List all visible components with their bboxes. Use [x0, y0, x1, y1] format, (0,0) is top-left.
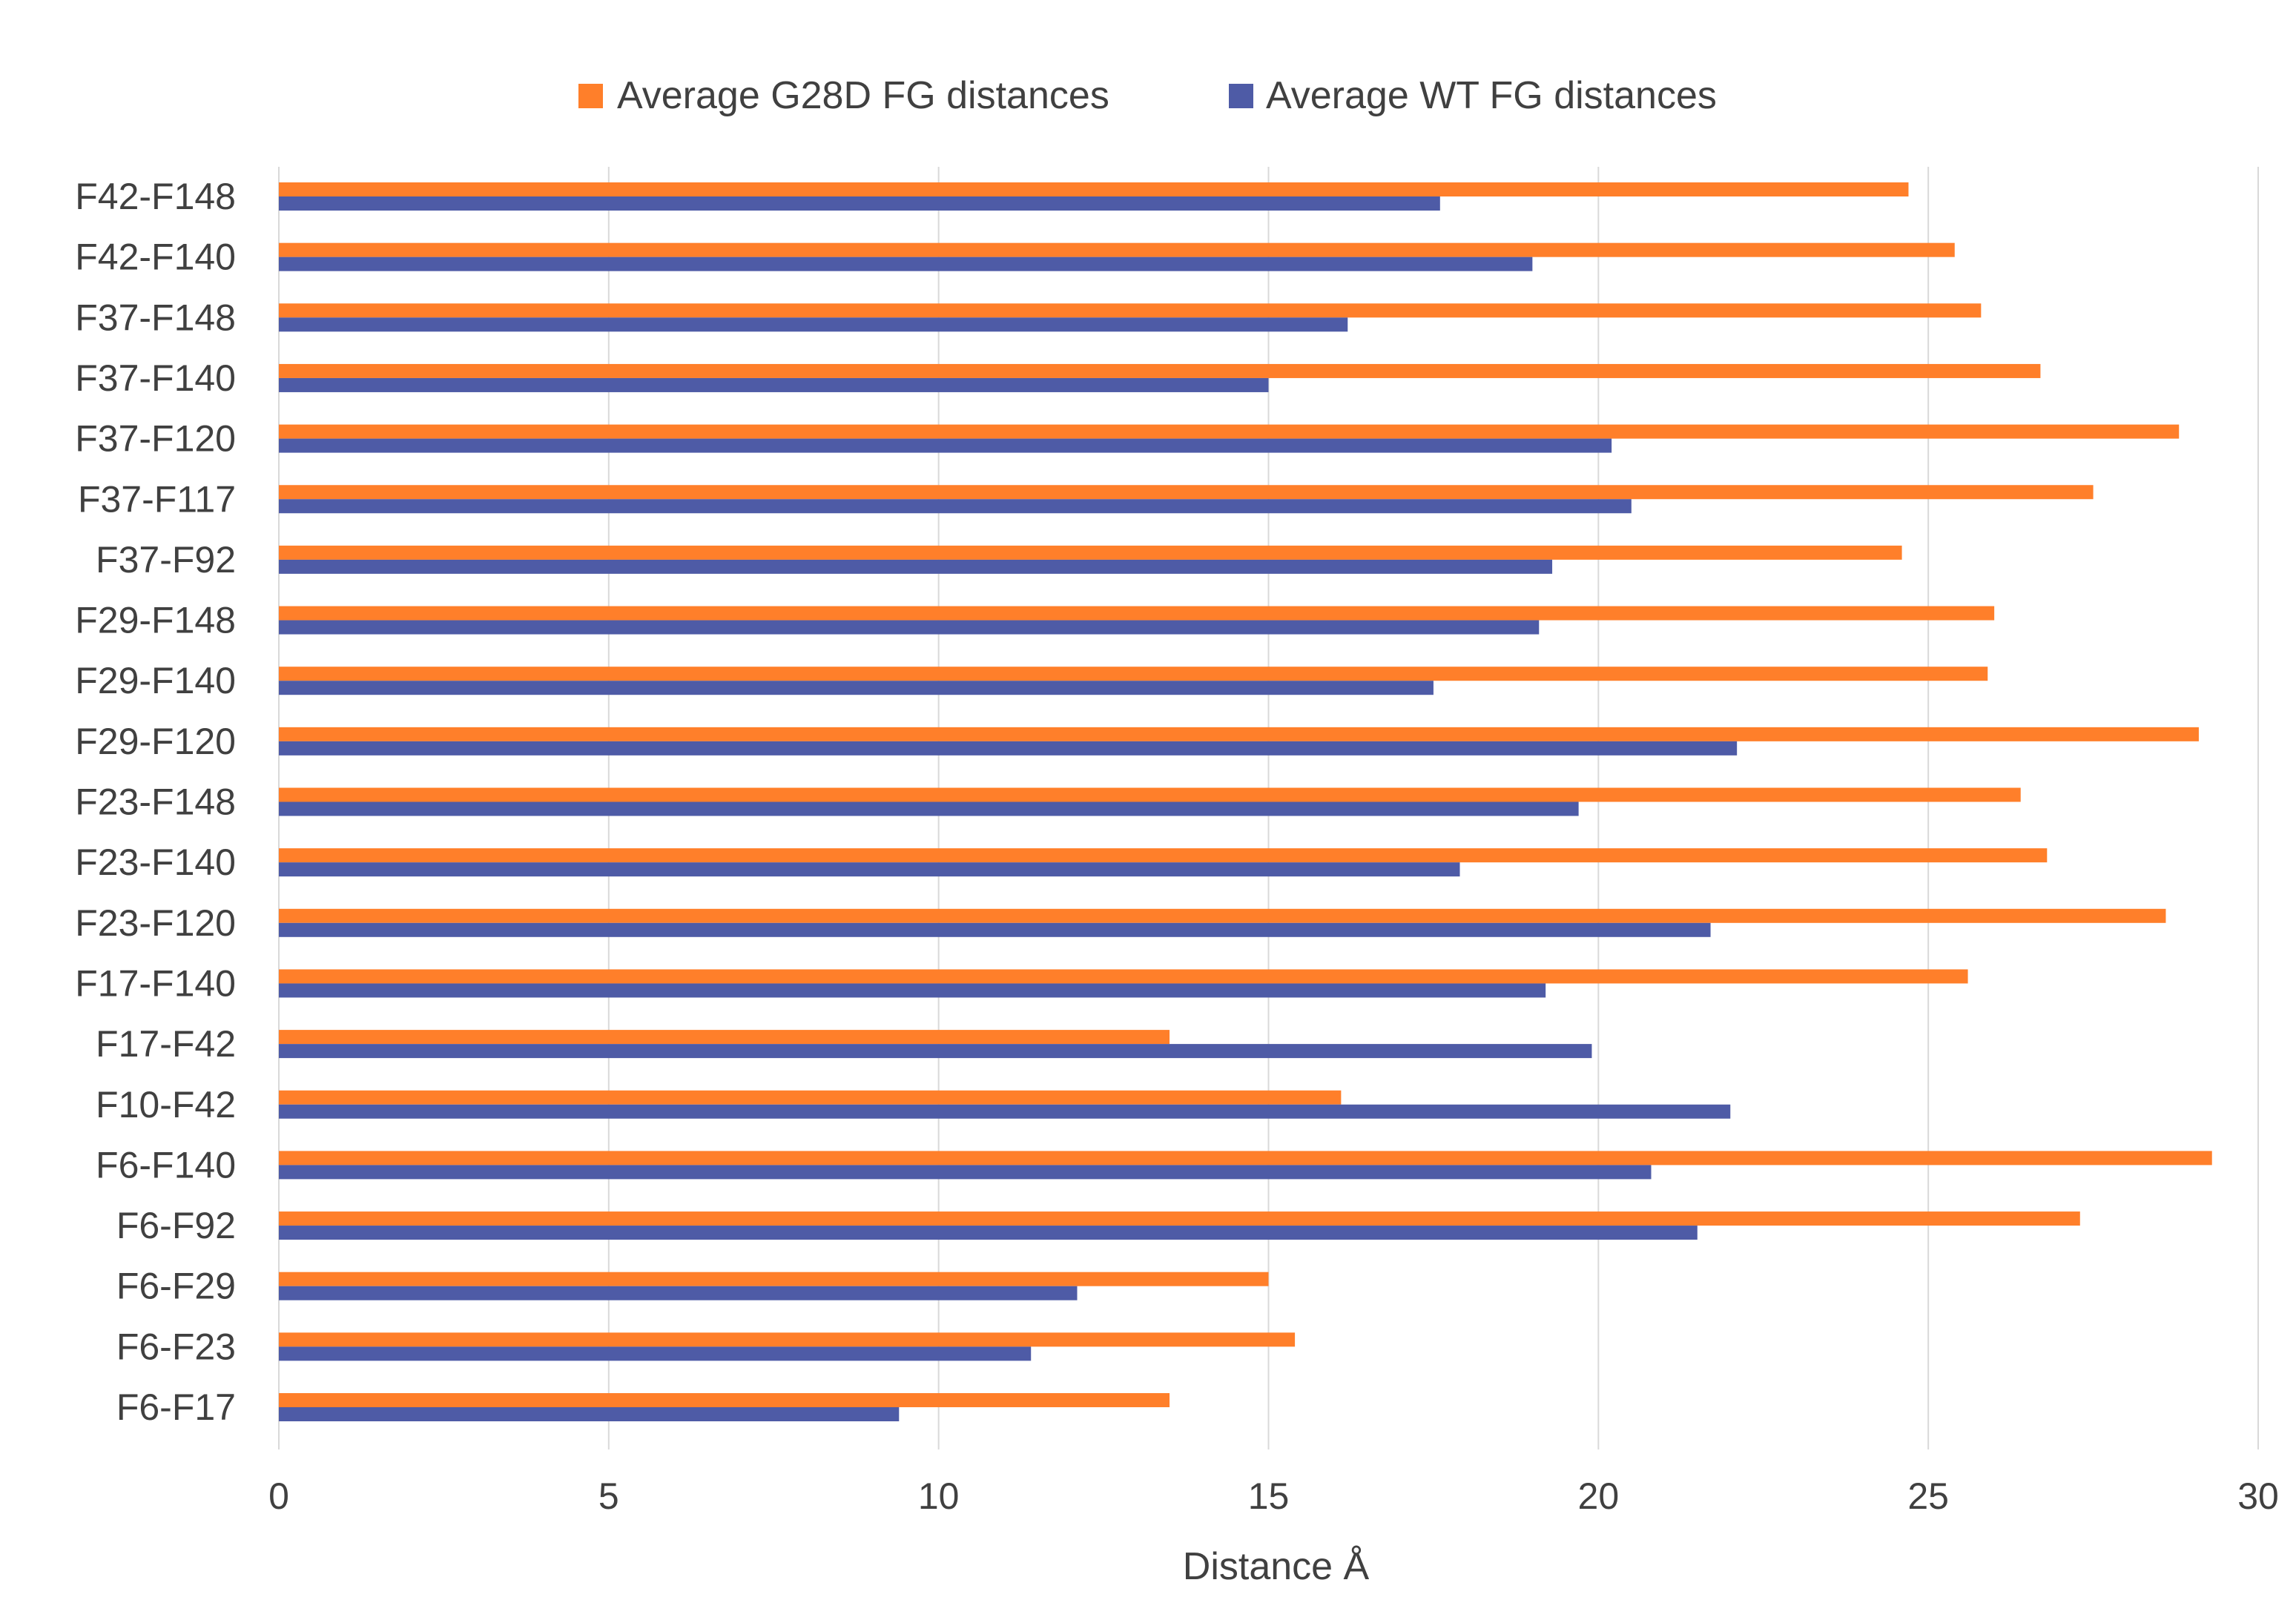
bar-g28d-F23-F140	[279, 848, 2048, 863]
category-labels: F42-F148 F42-F140 F37-F148 F37-F140 F37-F120…	[75, 176, 236, 1428]
bar-wt-F6-F140	[279, 1165, 1652, 1180]
bar-g28d-F17-F140	[279, 969, 1968, 984]
category-label: F6-F17	[116, 1386, 236, 1428]
bar-wt-F37-F117	[279, 499, 1632, 514]
x-tick-label: 10	[918, 1475, 960, 1517]
bar-g28d-F23-F120	[279, 908, 2166, 923]
x-tick-label: 30	[2237, 1475, 2279, 1517]
bar-wt-F37-F148	[279, 317, 1348, 332]
bar-wt-F29-F120	[279, 741, 1738, 756]
bar-g28d-F6-F140	[279, 1151, 2212, 1166]
bar-wt-F10-F42	[279, 1104, 1731, 1119]
bar-g28d-F6-F29	[279, 1272, 1269, 1286]
x-tick-label: 20	[1578, 1475, 1620, 1517]
bars	[279, 182, 2212, 1421]
category-label: F42-F148	[75, 176, 236, 217]
category-label: F6-F23	[116, 1326, 236, 1367]
category-label: F37-F117	[78, 478, 236, 520]
bar-wt-F29-F140	[279, 681, 1434, 695]
category-label: F29-F120	[75, 721, 236, 762]
category-label: F42-F140	[75, 237, 236, 278]
bar-g28d-F42-F140	[279, 242, 1955, 257]
bar-g28d-F42-F148	[279, 182, 1909, 196]
category-label: F6-F29	[116, 1266, 236, 1307]
bar-g28d-F6-F23	[279, 1332, 1296, 1347]
category-label: F37-F140	[75, 357, 236, 399]
bar-g28d-F6-F17	[279, 1393, 1170, 1407]
bar-g28d-F23-F148	[279, 787, 2021, 802]
bar-wt-F42-F148	[279, 196, 1440, 211]
bar-g28d-F29-F148	[279, 606, 1995, 621]
legend-swatch-g28d	[578, 84, 603, 108]
bar-g28d-F37-F120	[279, 424, 2180, 439]
bar-g28d-F37-F117	[279, 485, 2094, 500]
bar-wt-F6-F92	[279, 1226, 1698, 1240]
bar-wt-F17-F42	[279, 1044, 1592, 1059]
category-label: F23-F140	[75, 842, 236, 883]
legend: Average G28D FG distances Average WT FG d…	[578, 74, 1717, 117]
category-label: F23-F148	[75, 781, 236, 823]
x-tick-label: 15	[1248, 1475, 1290, 1517]
bar-wt-F6-F17	[279, 1407, 900, 1421]
bar-wt-F23-F120	[279, 922, 1711, 937]
x-tick-label: 5	[598, 1475, 619, 1517]
x-tick-label: 0	[268, 1475, 289, 1517]
category-label: F37-F92	[96, 539, 236, 581]
category-label: F10-F42	[96, 1084, 236, 1125]
category-label: F29-F148	[75, 600, 236, 641]
bar-g28d-F29-F120	[279, 727, 2199, 741]
bar-g28d-F17-F42	[279, 1030, 1170, 1045]
bar-g28d-F29-F140	[279, 667, 1988, 681]
bar-wt-F17-F140	[279, 983, 1546, 998]
legend-label-wt: Average WT FG distances	[1266, 74, 1717, 117]
bar-wt-F37-F92	[279, 559, 1553, 574]
legend-swatch-wt	[1229, 84, 1253, 108]
category-label: F37-F120	[75, 418, 236, 460]
legend-label-g28d: Average G28D FG distances	[617, 74, 1109, 117]
bar-wt-F6-F23	[279, 1346, 1032, 1361]
category-label: F29-F140	[75, 660, 236, 701]
category-label: F6-F140	[96, 1144, 236, 1186]
bar-wt-F6-F29	[279, 1286, 1078, 1300]
x-axis-ticks: 0 5 10 15 20 25 30	[268, 1475, 2279, 1517]
bar-g28d-F37-F92	[279, 545, 1902, 560]
bar-g28d-F37-F148	[279, 303, 1982, 318]
bar-wt-F23-F148	[279, 801, 1579, 816]
bar-wt-F42-F140	[279, 257, 1533, 271]
x-axis-title: Distance Å	[1183, 1545, 1370, 1588]
x-tick-label: 25	[1907, 1475, 1949, 1517]
category-label: F37-F148	[75, 297, 236, 338]
category-label: F6-F92	[116, 1205, 236, 1246]
bar-wt-F23-F140	[279, 862, 1460, 877]
bar-g28d-F6-F92	[279, 1211, 2080, 1226]
bar-wt-F37-F120	[279, 438, 1612, 453]
bar-g28d-F37-F140	[279, 363, 2041, 378]
category-label: F17-F140	[75, 962, 236, 1004]
bar-wt-F29-F148	[279, 620, 1540, 635]
bar-wt-F37-F140	[279, 377, 1269, 392]
category-label: F23-F120	[75, 902, 236, 944]
category-label: F17-F42	[96, 1023, 236, 1065]
bar-g28d-F10-F42	[279, 1090, 1342, 1105]
